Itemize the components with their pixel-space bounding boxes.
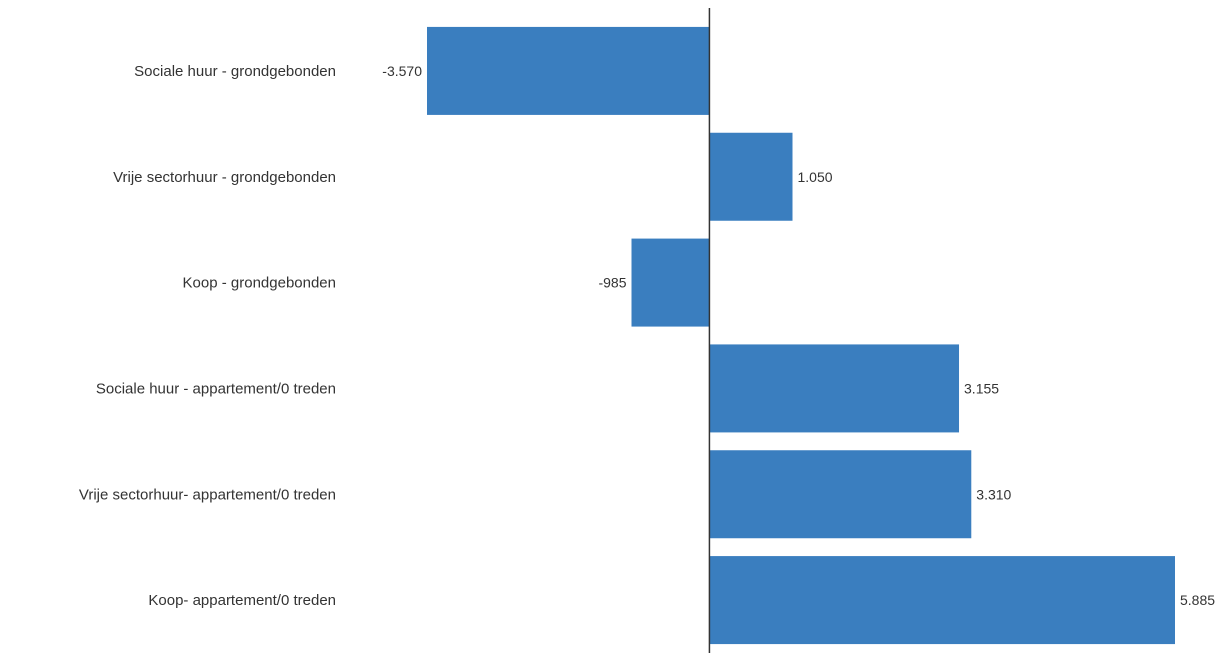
bar (709, 132, 793, 221)
data-label: -3.570 (382, 63, 422, 79)
data-label: 1.050 (797, 169, 832, 185)
bars-layer (427, 26, 1175, 645)
bar (709, 450, 972, 539)
bar (631, 238, 710, 327)
category-label: Sociale huur - grondgebonden (134, 63, 336, 80)
category-label: Sociale huur - appartement/0 treden (96, 380, 336, 397)
labels-layer: Sociale huur - grondgebonden -3.570 Vrije … (79, 63, 1215, 609)
data-label: 3.155 (964, 380, 999, 396)
data-label: 5.885 (1180, 592, 1215, 608)
data-label: -985 (598, 275, 626, 291)
category-label: Koop- appartement/0 treden (148, 592, 336, 609)
category-label: Vrije sectorhuur- appartement/0 treden (79, 486, 336, 503)
bar (427, 26, 710, 115)
bar (709, 556, 1175, 645)
bar (709, 344, 960, 433)
data-label: 3.310 (976, 486, 1011, 502)
category-label: Koop - grondgebonden (183, 275, 336, 292)
category-label: Vrije sectorhuur - grondgebonden (113, 169, 336, 186)
